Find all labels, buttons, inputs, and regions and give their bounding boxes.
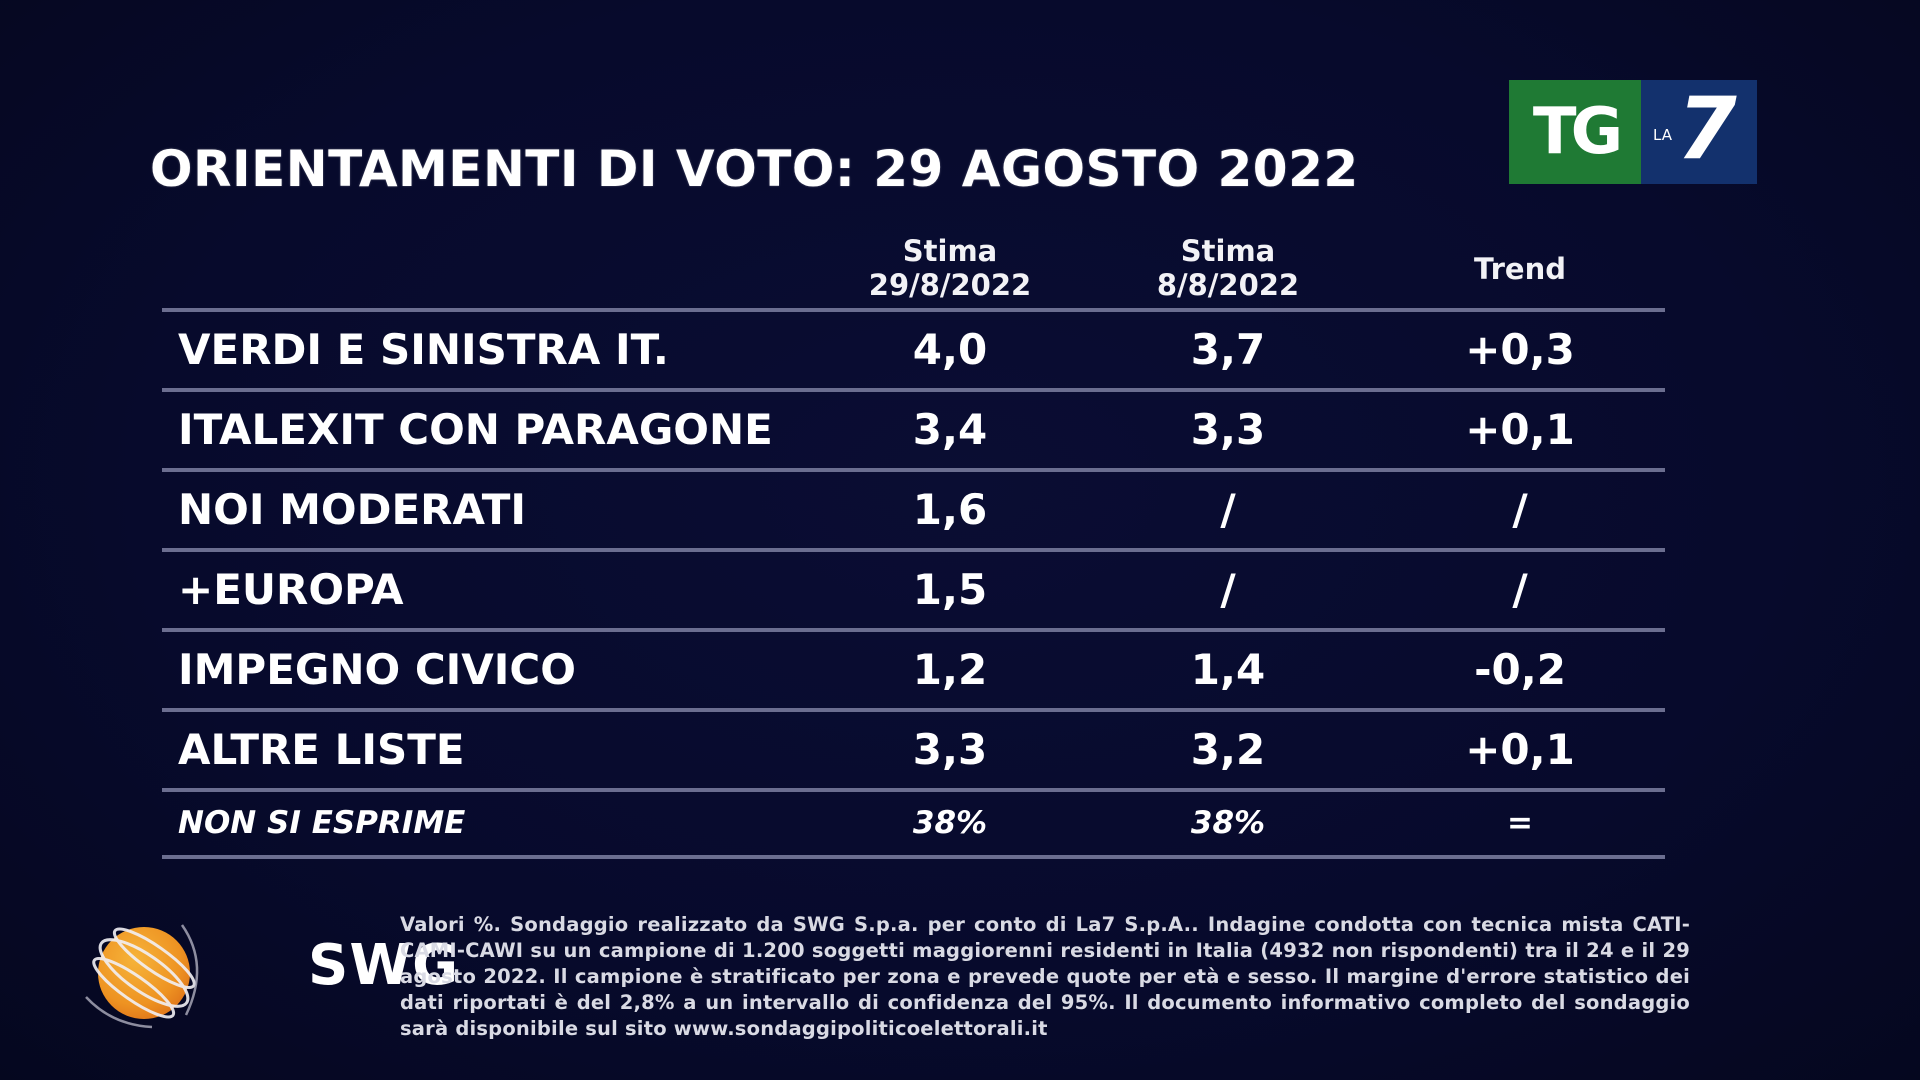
logo-seven-text: 7 xyxy=(1677,79,1737,179)
column-header-previous: Stima 8/8/2022 xyxy=(1098,234,1358,302)
trend-value: +0,1 xyxy=(1465,405,1575,454)
trend-value: = xyxy=(1507,805,1533,841)
current-estimate: 3,4 xyxy=(912,405,988,454)
swg-globe-icon xyxy=(85,924,199,1029)
party-name: IMPEGNO CIVICO xyxy=(178,645,576,694)
page-title: ORIENTAMENTI DI VOTO: 29 AGOSTO 2022 xyxy=(150,140,1359,198)
methodology-note: Valori %. Sondaggio realizzato da SWG S.… xyxy=(400,913,1690,1040)
previous-estimate: / xyxy=(1220,565,1236,614)
table-header: Stima 29/8/2022 Stima 8/8/2022 Trend xyxy=(162,230,1665,312)
previous-estimate: 3,7 xyxy=(1190,325,1266,374)
previous-estimate: 1,4 xyxy=(1190,645,1266,694)
current-estimate: 4,0 xyxy=(912,325,988,374)
previous-estimate: / xyxy=(1220,485,1236,534)
table-row: NOI MODERATI 1,6 / / xyxy=(162,472,1665,552)
current-estimate: 3,3 xyxy=(912,725,988,774)
column-header-current-line1: Stima xyxy=(902,234,998,268)
trend-value: +0,3 xyxy=(1465,325,1575,374)
column-header-previous-line1: Stima xyxy=(1180,234,1276,268)
party-name: NON SI ESPRIME xyxy=(178,805,466,841)
column-header-trend: Trend xyxy=(1390,252,1650,286)
current-estimate: 1,2 xyxy=(912,645,988,694)
party-name: VERDI E SINISTRA IT. xyxy=(178,325,669,374)
column-header-previous-line2: 8/8/2022 xyxy=(1156,268,1300,302)
column-header-current: Stima 29/8/2022 xyxy=(820,234,1080,302)
tg-la7-logo: TG LA 7 xyxy=(1509,80,1757,184)
current-estimate: 1,5 xyxy=(912,565,988,614)
party-name: ITALEXIT CON PARAGONE xyxy=(178,405,773,454)
table-row-undecided: NON SI ESPRIME 38% 38% = xyxy=(162,792,1665,859)
table-row: +EUROPA 1,5 / / xyxy=(162,552,1665,632)
party-name: NOI MODERATI xyxy=(178,485,527,534)
previous-estimate: 38% xyxy=(1190,805,1266,841)
previous-estimate: 3,3 xyxy=(1190,405,1266,454)
logo-la7: LA 7 xyxy=(1641,80,1757,184)
logo-la-text: LA xyxy=(1653,126,1672,144)
swg-logo: SWG xyxy=(82,915,458,1035)
logo-tg: TG xyxy=(1509,80,1641,184)
trend-value: -0,2 xyxy=(1474,645,1566,694)
trend-value: / xyxy=(1512,485,1528,534)
column-header-current-line2: 29/8/2022 xyxy=(868,268,1032,302)
table-row: IMPEGNO CIVICO 1,2 1,4 -0,2 xyxy=(162,632,1665,712)
party-name: ALTRE LISTE xyxy=(178,725,465,774)
current-estimate: 38% xyxy=(912,805,988,841)
current-estimate: 1,6 xyxy=(912,485,988,534)
table-row: VERDI E SINISTRA IT. 4,0 3,7 +0,3 xyxy=(162,312,1665,392)
previous-estimate: 3,2 xyxy=(1190,725,1266,774)
trend-value: / xyxy=(1512,565,1528,614)
table-row: ITALEXIT CON PARAGONE 3,4 3,3 +0,1 xyxy=(162,392,1665,472)
trend-value: +0,1 xyxy=(1465,725,1575,774)
party-name: +EUROPA xyxy=(178,565,404,614)
column-header-trend-label: Trend xyxy=(1474,252,1566,286)
poll-table: Stima 29/8/2022 Stima 8/8/2022 Trend VER… xyxy=(162,230,1665,859)
table-row: ALTRE LISTE 3,3 3,2 +0,1 xyxy=(162,712,1665,792)
swg-brand-text: SWG xyxy=(308,933,460,998)
